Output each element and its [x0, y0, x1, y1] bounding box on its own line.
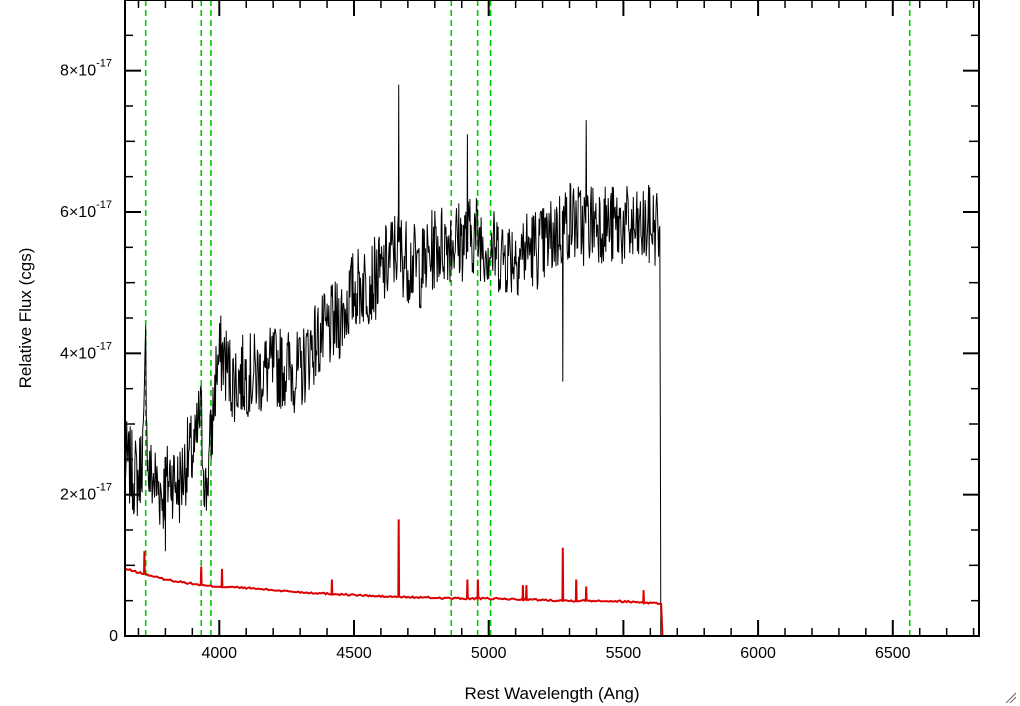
series-line-object	[124, 84, 662, 637]
x-tick-label: 5000	[471, 645, 507, 662]
plot-frame	[124, 0, 980, 637]
emission-line-markers	[144, 0, 911, 636]
y-tick-label: 0	[109, 628, 118, 645]
y-tick-label: 8×10-17	[60, 58, 112, 80]
y-tick-label: 6×10-17	[60, 199, 112, 221]
x-tick-label: 6000	[740, 645, 776, 662]
x-axis-label: Rest Wavelength (Ang)	[464, 684, 639, 703]
x-tick-label: 6500	[875, 645, 911, 662]
resize-grip-icon[interactable]	[1004, 691, 1016, 703]
spectrum-series	[124, 84, 979, 637]
series-line-sky	[124, 519, 979, 637]
x-tick-label: 4000	[201, 645, 237, 662]
y-axis-label: Relative Flux (cgs)	[16, 248, 35, 389]
y-tick-label: 2×10-17	[60, 482, 112, 504]
x-tick-label: 5500	[606, 645, 642, 662]
y-tick-label: 4×10-17	[60, 340, 112, 362]
x-tick-label: 4500	[336, 645, 372, 662]
axis-ticks: 4000 4500 5000 5500 6000 6500 0 2×10-17 4×10-17 6…	[60, 0, 979, 662]
